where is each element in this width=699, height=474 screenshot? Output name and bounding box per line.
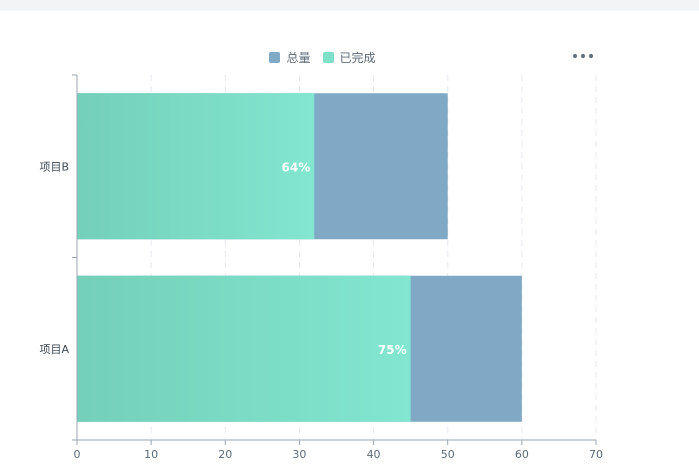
y-category-label: 项目B bbox=[39, 160, 69, 173]
dot bbox=[581, 54, 585, 58]
dot bbox=[573, 54, 577, 58]
x-tick-label: 60 bbox=[515, 448, 529, 461]
bar-completed bbox=[77, 275, 411, 422]
x-tick-label: 10 bbox=[144, 448, 158, 461]
top-strip bbox=[0, 0, 699, 11]
legend-swatch-total bbox=[269, 52, 281, 63]
legend-item-completed[interactable]: 已完成 bbox=[322, 49, 376, 66]
legend-item-total[interactable]: 总量 bbox=[269, 49, 311, 66]
bar-data-label: 75% bbox=[378, 343, 407, 357]
legend-label-completed: 已完成 bbox=[339, 51, 376, 65]
more-horizontal-icon[interactable] bbox=[573, 49, 593, 63]
x-tick-label: 50 bbox=[441, 448, 455, 461]
bar-completed bbox=[77, 93, 315, 240]
x-tick-label: 20 bbox=[218, 448, 232, 461]
x-tick-label: 40 bbox=[367, 448, 381, 461]
x-tick-label: 30 bbox=[292, 448, 306, 461]
dot bbox=[589, 54, 593, 58]
legend-swatch-completed bbox=[322, 52, 334, 63]
chart-legend: 总量 已完成 bbox=[0, 49, 645, 66]
legend-label-total: 总量 bbox=[286, 51, 311, 65]
x-tick-label: 0 bbox=[74, 448, 81, 461]
x-tick-label: 70 bbox=[589, 448, 603, 461]
bar-data-label: 64% bbox=[282, 160, 311, 174]
y-category-label: 项目A bbox=[39, 343, 69, 356]
